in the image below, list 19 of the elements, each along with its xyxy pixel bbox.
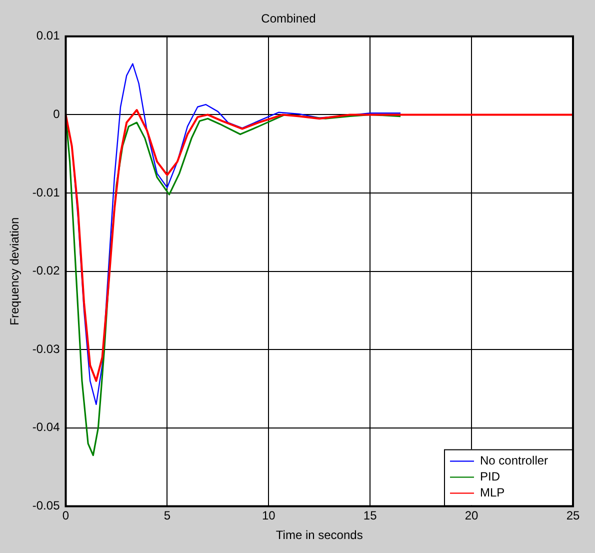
- y-axis-title: Frequency deviation: [8, 217, 22, 326]
- y-tick-label: 0.01: [36, 28, 60, 43]
- legend-label: MLP: [480, 486, 505, 500]
- y-tick-label: -0.01: [32, 185, 60, 200]
- y-tick-label: -0.02: [32, 264, 60, 278]
- legend-label: No controller: [480, 454, 548, 468]
- x-tick-label: 10: [262, 508, 276, 523]
- y-tick-label: -0.03: [32, 342, 60, 356]
- y-tick-label: -0.05: [32, 498, 60, 513]
- x-axis-title: Time in seconds: [276, 528, 363, 542]
- y-tick-label: 0: [53, 107, 60, 122]
- legend-label: PID: [480, 470, 500, 484]
- x-tick-label: 25: [566, 508, 580, 523]
- x-tick-label: 5: [164, 508, 171, 523]
- x-tick-label: 15: [363, 508, 378, 523]
- y-tick-label: -0.04: [32, 420, 60, 434]
- x-tick-label: 20: [464, 508, 479, 523]
- x-tick-label: 0: [62, 508, 70, 523]
- chart-title: Combined: [261, 12, 316, 26]
